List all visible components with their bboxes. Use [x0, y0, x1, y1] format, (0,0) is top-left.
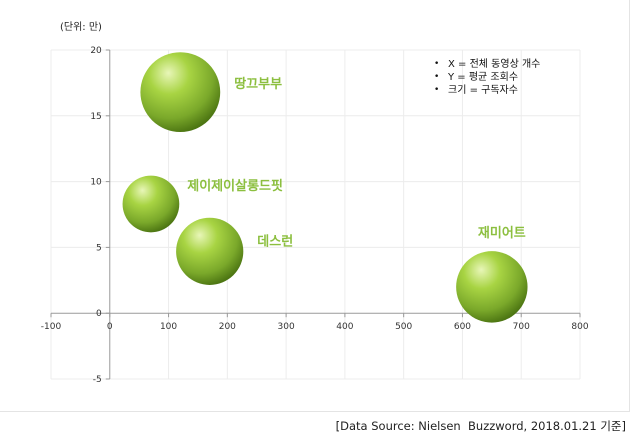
bubble-label: 땅끄부부: [234, 76, 282, 92]
x-tick-label: 100: [160, 322, 177, 332]
data-source-note: [Data Source: Nielsen Buzzword, 2018.01.…: [335, 419, 626, 433]
y-tick-label: -5: [93, 375, 102, 385]
bubble-label: 데스런: [257, 234, 293, 249]
note-text: X = 전체 동영상 개수: [448, 59, 541, 70]
x-tick-label: 600: [454, 322, 471, 332]
note-x: • X = 전체 동영상 개수: [434, 58, 540, 71]
note-size: • 크기 = 구독자수: [434, 84, 540, 97]
y-tick-label: 0: [96, 309, 102, 319]
x-tick-label: -100: [41, 322, 62, 332]
bullet-icon: •: [434, 72, 440, 82]
x-tick-label: 800: [571, 322, 588, 332]
note-text: 크기 = 구독자수: [448, 85, 518, 96]
y-tick-label: 15: [90, 112, 101, 122]
y-tick-label: 5: [96, 243, 102, 253]
bullet-icon: •: [434, 59, 440, 69]
y-tick-label: 20: [90, 46, 102, 56]
bubble: [176, 217, 244, 285]
y-tick-label: 10: [90, 178, 102, 188]
legend-notes: • X = 전체 동영상 개수 • Y = 평균 조회수 • 크기 = 구독자수: [434, 58, 540, 97]
tick-labels: -100 0 100 200 300 400 500 600 700 800 20 15 10 5 0 -5: [41, 46, 589, 385]
bubble: [456, 251, 528, 323]
bubble-label: 제이제이살롱드핏: [187, 178, 283, 194]
note-y: • Y = 평균 조회수: [434, 71, 540, 84]
note-text: Y = 평균 조회수: [448, 72, 519, 83]
x-tick-label: 200: [219, 322, 236, 332]
grid-lines: [50, 49, 581, 380]
x-tick-label: 500: [395, 322, 412, 332]
unit-label: (단위: 만): [60, 20, 102, 33]
bubble: [122, 175, 180, 233]
x-tick-label: 0: [107, 322, 113, 332]
bubble-chart: -100 0 100 200 300 400 500 600 700 80020151050-5 …: [41, 20, 589, 385]
x-tick-label: 300: [278, 322, 295, 332]
bubbles: [122, 52, 528, 323]
bullet-icon: •: [434, 85, 440, 95]
x-tick-label: 700: [513, 322, 530, 332]
bubble: [140, 52, 221, 133]
bubble-label: 재미어트: [478, 225, 526, 241]
x-tick-label: 400: [336, 322, 353, 332]
